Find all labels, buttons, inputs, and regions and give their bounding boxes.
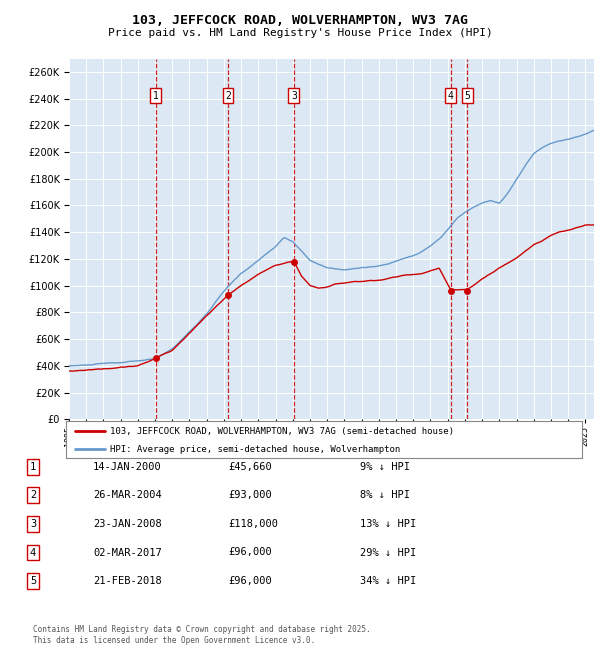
Text: 2: 2 — [30, 490, 36, 501]
Text: 5: 5 — [30, 576, 36, 586]
Text: 14-JAN-2000: 14-JAN-2000 — [93, 462, 162, 472]
Text: 29% ↓ HPI: 29% ↓ HPI — [360, 547, 416, 558]
Text: 103, JEFFCOCK ROAD, WOLVERHAMPTON, WV3 7AG: 103, JEFFCOCK ROAD, WOLVERHAMPTON, WV3 7… — [132, 14, 468, 27]
Text: 3: 3 — [30, 519, 36, 529]
Text: 3: 3 — [291, 91, 297, 101]
Text: 9% ↓ HPI: 9% ↓ HPI — [360, 462, 410, 472]
Text: 21-FEB-2018: 21-FEB-2018 — [93, 576, 162, 586]
Text: £45,660: £45,660 — [228, 462, 272, 472]
Text: 23-JAN-2008: 23-JAN-2008 — [93, 519, 162, 529]
Text: HPI: Average price, semi-detached house, Wolverhampton: HPI: Average price, semi-detached house,… — [110, 445, 400, 454]
Text: 1: 1 — [30, 462, 36, 472]
Text: 2: 2 — [225, 91, 231, 101]
Text: 5: 5 — [464, 91, 470, 101]
Text: 103, JEFFCOCK ROAD, WOLVERHAMPTON, WV3 7AG (semi-detached house): 103, JEFFCOCK ROAD, WOLVERHAMPTON, WV3 7… — [110, 426, 454, 436]
Text: £118,000: £118,000 — [228, 519, 278, 529]
Text: 8% ↓ HPI: 8% ↓ HPI — [360, 490, 410, 501]
Text: 4: 4 — [30, 547, 36, 558]
Text: 13% ↓ HPI: 13% ↓ HPI — [360, 519, 416, 529]
Text: 1: 1 — [153, 91, 158, 101]
Text: Price paid vs. HM Land Registry's House Price Index (HPI): Price paid vs. HM Land Registry's House … — [107, 28, 493, 38]
Text: 26-MAR-2004: 26-MAR-2004 — [93, 490, 162, 501]
Text: 4: 4 — [448, 91, 454, 101]
Text: £96,000: £96,000 — [228, 576, 272, 586]
Text: £93,000: £93,000 — [228, 490, 272, 501]
Text: 02-MAR-2017: 02-MAR-2017 — [93, 547, 162, 558]
Text: Contains HM Land Registry data © Crown copyright and database right 2025.
This d: Contains HM Land Registry data © Crown c… — [33, 625, 371, 645]
Text: 34% ↓ HPI: 34% ↓ HPI — [360, 576, 416, 586]
Text: £96,000: £96,000 — [228, 547, 272, 558]
